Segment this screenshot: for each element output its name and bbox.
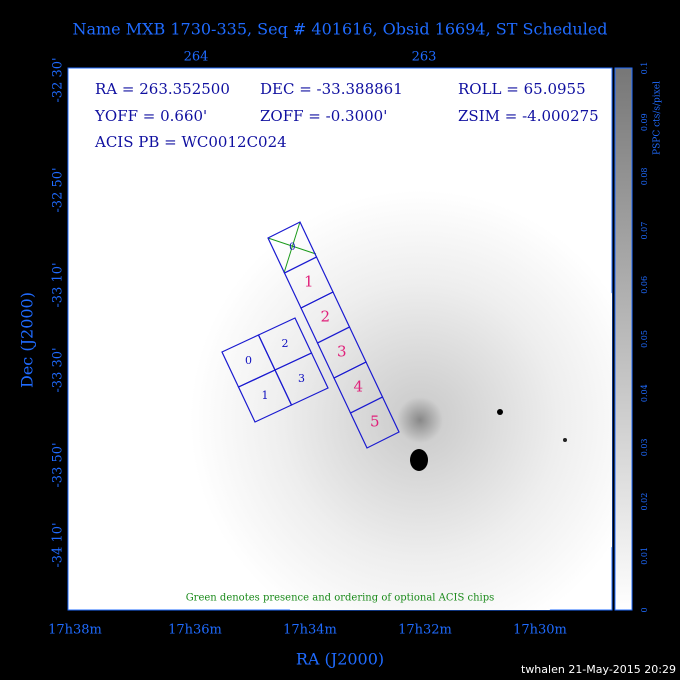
chip-label: 5 (370, 413, 380, 431)
colorbar-tick-label: 0.08 (640, 167, 649, 185)
info-block: RA = 263.352500 DEC = -33.388861 ROLL = 65… (94, 80, 599, 151)
chip-label: 0 (245, 354, 252, 367)
info-line: ROLL = 65.0955 (458, 80, 586, 98)
note: Green denotes presence and ordering of o… (186, 593, 495, 604)
info-line: ZOFF = -0.3000' (260, 107, 387, 125)
bottom-tick-label: 17h30m (513, 623, 567, 638)
title: Name MXB 1730-335, Seq # 401616, Obsid 1… (72, 20, 607, 39)
source (497, 409, 503, 415)
bottom-tick-label: 17h36m (168, 623, 222, 638)
colorbar-tick-label: 0.09 (640, 113, 649, 131)
bottom-tick-label: 17h34m (283, 623, 337, 638)
colorbar-tick-label: 0.06 (640, 276, 649, 294)
chip-label: 2 (282, 337, 289, 350)
chip-label: 4 (353, 378, 363, 396)
chip-label: 2 (320, 308, 330, 326)
left-tick-label: -34 10' (51, 522, 66, 567)
left-tick-label: -32 50' (51, 167, 66, 212)
left-tick-label: -32 30' (51, 57, 66, 102)
colorbar-tick-label: 0.01 (640, 547, 649, 565)
chip (349, 396, 400, 449)
colorbar-tick-label: 0.04 (640, 384, 649, 402)
optional-mark (283, 221, 301, 274)
info-line: DEC = -33.388861 (260, 80, 403, 98)
info-line: YOFF = 0.660' (94, 107, 207, 125)
colorbar-tick-label: 0.07 (640, 222, 649, 240)
top-tick-label: 264 (184, 50, 209, 65)
colorbar-label: PSPC cts/s/pixel (653, 81, 663, 155)
colorbar-tick-label: 0 (640, 607, 649, 612)
colorbar-tick-label: 0.05 (640, 330, 649, 348)
left-tick-label: -33 50' (51, 442, 66, 487)
top-tick-label: 263 (412, 50, 437, 65)
colorbar (614, 67, 633, 611)
colorbar-tick-label: 0.02 (640, 493, 649, 511)
bright-source (410, 449, 428, 471)
left-tick-label: -33 30' (51, 347, 66, 392)
info-line: ZSIM = -4.000275 (458, 107, 599, 125)
chip-label: 3 (298, 372, 305, 385)
colorbar-tick-label: 0.03 (640, 438, 649, 456)
left-tick-label: -33 10' (51, 262, 66, 307)
y-axis-label: Dec (J2000) (18, 292, 37, 388)
chip-label: 1 (304, 273, 314, 291)
chip (274, 352, 329, 406)
chip-label: 3 (337, 343, 347, 361)
source (563, 438, 567, 442)
chip-label: 0 (289, 242, 295, 253)
bottom-tick-label: 17h32m (398, 623, 452, 638)
x-axis-label: RA (J2000) (296, 650, 384, 669)
chip-label: 1 (262, 389, 269, 402)
footer: twhalen 21-May-2015 20:29 (521, 663, 676, 676)
colorbar-tick-label: 0.1 (640, 62, 649, 75)
bottom-tick-label: 17h38m (48, 623, 102, 638)
info-line: RA = 263.352500 (95, 80, 230, 98)
info-line: ACIS PB = WC0012C024 (94, 133, 287, 151)
